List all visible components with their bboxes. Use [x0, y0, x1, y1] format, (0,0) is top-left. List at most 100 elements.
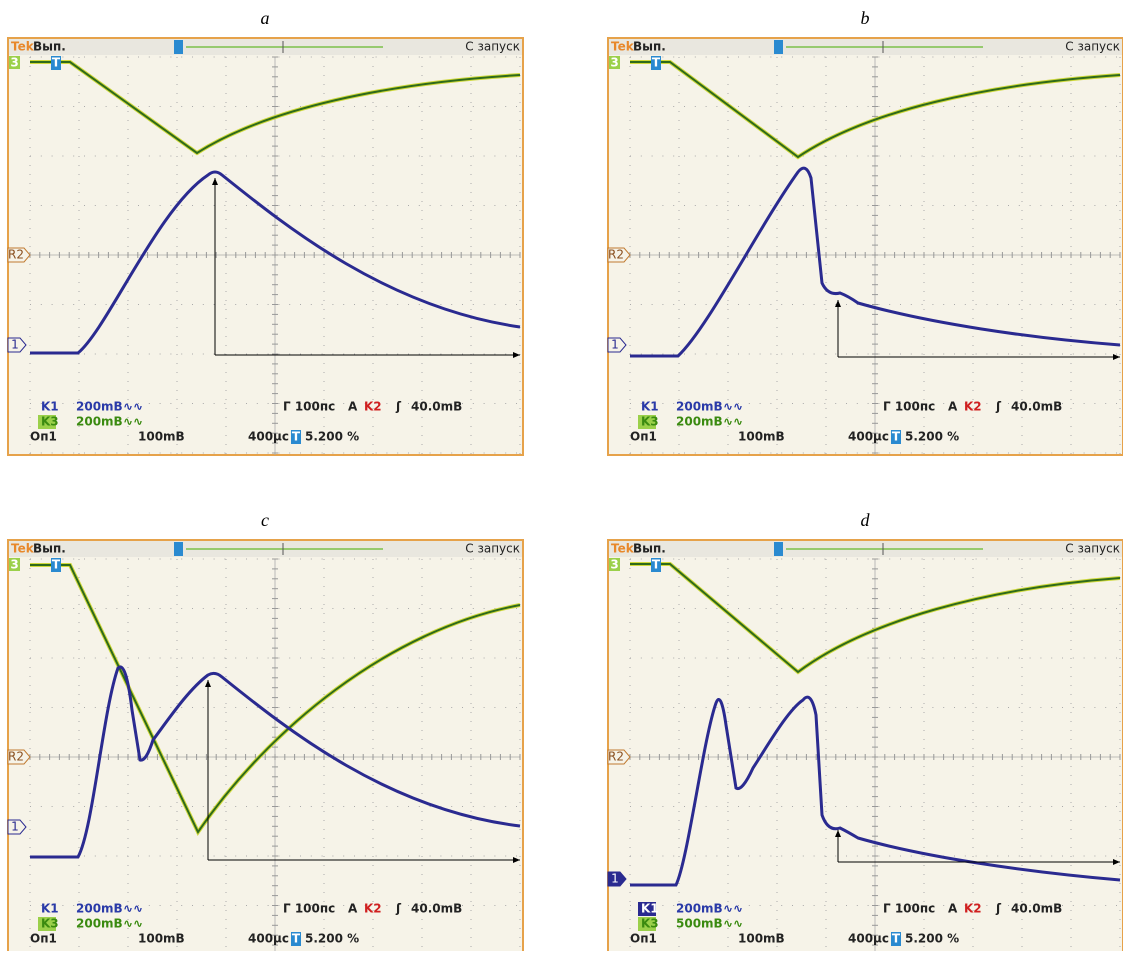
- readout-trigger-source: K2: [964, 902, 982, 916]
- readout-ch1-coupling: ∿∿: [123, 400, 143, 414]
- mode: Вып.: [33, 542, 66, 556]
- readout-ch3-scale: 500mВ: [676, 917, 723, 931]
- readout-math-scale: 100mВ: [738, 430, 785, 444]
- readout-trigger-icon: T: [292, 430, 301, 444]
- readout-slope: ʃ: [395, 400, 402, 414]
- readout-trigger-level: 40.0mВ: [411, 902, 462, 916]
- readout-ch1-name: K1: [641, 902, 659, 916]
- channel1-marker: 1: [11, 338, 19, 352]
- trigger-icon: [774, 40, 783, 54]
- readout-ch3-coupling: ∿∿: [723, 917, 743, 931]
- readout-trigger-level: 40.0mВ: [1011, 400, 1062, 414]
- brand: Tek: [11, 542, 35, 556]
- panel-label: c: [261, 510, 269, 530]
- readout-math-name: Оп1: [30, 430, 57, 444]
- trigger-marker: T: [52, 56, 61, 70]
- readout-timebase: 400µс: [248, 932, 289, 946]
- readout-math-name: Оп1: [630, 430, 657, 444]
- readout-ch3-coupling: ∿∿: [123, 415, 143, 429]
- trigger-icon: [774, 542, 783, 556]
- status: С запуск: [1065, 542, 1120, 556]
- readout-slope: ʃ: [995, 902, 1002, 916]
- readout-trigger-level: 40.0mВ: [411, 400, 462, 414]
- readout-slope: ʃ: [995, 400, 1002, 414]
- readout-holdoff: Г 100пс: [883, 400, 935, 414]
- readout-trigger-icon: T: [292, 932, 301, 946]
- status: С запуск: [465, 40, 520, 54]
- readout-math-scale: 100mВ: [738, 932, 785, 946]
- panel-label: d: [861, 510, 871, 530]
- screen: [608, 540, 1123, 951]
- readout-ch1-scale: 200mВ: [76, 400, 123, 414]
- readout-ch3-name: K3: [41, 917, 59, 931]
- readout-trigger-source: K2: [964, 400, 982, 414]
- channel3-marker: 3: [610, 56, 618, 70]
- screen: [8, 540, 523, 951]
- readout-acq: A: [948, 400, 958, 414]
- trigger-marker: T: [652, 558, 661, 572]
- readout-ch3-scale: 200mВ: [676, 415, 723, 429]
- readout-ch1-name: K1: [41, 902, 59, 916]
- readout-holdoff: Г 100пс: [283, 902, 335, 916]
- readout-slope: ʃ: [395, 902, 402, 916]
- readout-ch3-scale: 200mВ: [76, 917, 123, 931]
- readout-ch1-coupling: ∿∿: [723, 902, 743, 916]
- readout-holdoff: Г 100пс: [883, 902, 935, 916]
- channel1-marker: 1: [611, 872, 619, 886]
- readout-ch3-coupling: ∿∿: [723, 415, 743, 429]
- readout-trigger-icon: T: [892, 932, 901, 946]
- channel1-marker: 1: [611, 338, 619, 352]
- mode: Вып.: [633, 40, 666, 54]
- readout-trigger-icon: T: [892, 430, 901, 444]
- status: С запуск: [1065, 40, 1120, 54]
- brand: Tek: [611, 40, 635, 54]
- mode: Вып.: [33, 40, 66, 54]
- reference-marker: R2: [608, 248, 624, 262]
- panel-label: b: [861, 8, 870, 28]
- oscilloscope-panel: c3TR21TekВып.С запускK1200mВ∿∿K3200mВ∿∿О…: [8, 510, 523, 951]
- readout-ch1-name: K1: [641, 400, 659, 414]
- brand: Tek: [11, 40, 35, 54]
- channel3-marker: 3: [10, 56, 18, 70]
- readout-math-scale: 100mВ: [138, 430, 185, 444]
- readout-trigger-source: K2: [364, 902, 382, 916]
- readout-ch3-scale: 200mВ: [76, 415, 123, 429]
- readout-timebase: 400µс: [848, 430, 889, 444]
- readout-trigger-position: 5.200 %: [905, 430, 959, 444]
- readout-math-name: Оп1: [630, 932, 657, 946]
- readout-trigger-position: 5.200 %: [305, 430, 359, 444]
- reference-marker: R2: [608, 750, 624, 764]
- brand: Tek: [611, 542, 635, 556]
- panel-label: a: [261, 8, 270, 28]
- channel1-marker: 1: [11, 820, 19, 834]
- readout-ch1-scale: 200mВ: [76, 902, 123, 916]
- trigger-marker: T: [52, 558, 61, 572]
- mode: Вып.: [633, 542, 666, 556]
- readout-trigger-source: K2: [364, 400, 382, 414]
- readout-timebase: 400µс: [248, 430, 289, 444]
- trigger-marker: T: [652, 56, 661, 70]
- readout-acq: A: [348, 902, 358, 916]
- readout-timebase: 400µс: [848, 932, 889, 946]
- reference-marker: R2: [8, 248, 24, 262]
- readout-ch3-coupling: ∿∿: [123, 917, 143, 931]
- trigger-icon: [174, 40, 183, 54]
- readout-ch3-name: K3: [641, 917, 659, 931]
- readout-ch1-scale: 200mВ: [676, 400, 723, 414]
- readout-math-scale: 100mВ: [138, 932, 185, 946]
- readout-ch1-name: K1: [41, 400, 59, 414]
- screen: [8, 38, 523, 455]
- readout-holdoff: Г 100пс: [283, 400, 335, 414]
- readout-ch3-name: K3: [41, 415, 59, 429]
- channel3-marker: 3: [610, 558, 618, 572]
- figure: a3TR21TekВып.С запускK1200mВ∿∿K3200mВ∿∿О…: [0, 0, 1123, 951]
- readout-ch1-coupling: ∿∿: [723, 400, 743, 414]
- trigger-icon: [174, 542, 183, 556]
- screen: [608, 38, 1123, 455]
- status: С запуск: [465, 542, 520, 556]
- readout-trigger-level: 40.0mВ: [1011, 902, 1062, 916]
- readout-ch1-scale: 200mВ: [676, 902, 723, 916]
